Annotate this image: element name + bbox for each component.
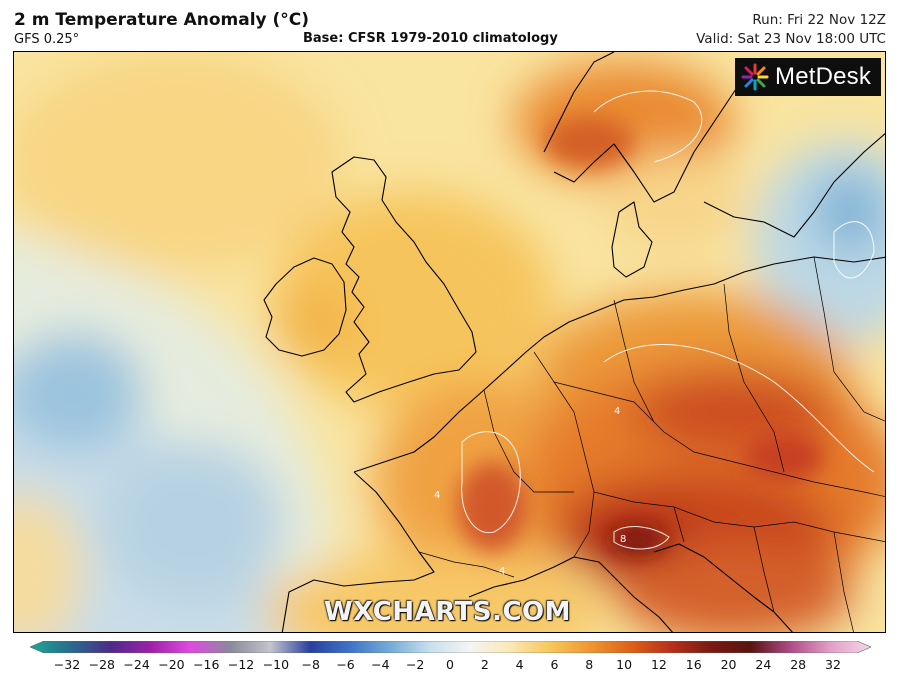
contour-lines: [461, 90, 875, 550]
colorbar-tick-label: −10: [262, 657, 290, 672]
climatology-base-label: Base: CFSR 1979-2010 climatology: [303, 31, 558, 46]
contour-label: 8: [620, 534, 626, 545]
colorbar-bar: [30, 641, 871, 653]
run-time-label: Run: Fri 22 Nov 12Z: [752, 12, 886, 28]
colorbar-tick-label: −28: [88, 657, 116, 672]
colorbar-tick-label: 24: [755, 657, 772, 672]
colorbar-tick-label: −6: [336, 657, 355, 672]
metdesk-starburst-icon: [741, 63, 769, 91]
colorbar-tick-label: −24: [123, 657, 150, 672]
colorbar-tick-label: 0: [446, 657, 454, 672]
colorbar-tick-labels: −32 −28 −24 −20 −16 −12 −10 −8 −6 −4 −2 0 2 4 6 8 10 12 16…: [0, 657, 900, 677]
colorbar-tick-label: −32: [53, 657, 81, 672]
colorbar-tick-label: −20: [158, 657, 185, 672]
contour-label: 4: [499, 566, 505, 577]
country-borders: [418, 256, 885, 632]
coastlines: [263, 52, 885, 632]
metdesk-logo-text: MetDesk: [775, 63, 872, 90]
colorbar: [30, 641, 871, 653]
colorbar-tick-label: 16: [685, 657, 702, 672]
map-canvas: 4 8 4 4: [14, 52, 885, 632]
contour-labels: 4 8 4 4: [434, 406, 626, 577]
colorbar-tick-label: 6: [550, 657, 559, 672]
wxcharts-watermark: WXCHARTS.COM: [324, 597, 572, 627]
colorbar-tick-label: 12: [650, 657, 667, 672]
colorbar-tick-label: −4: [371, 657, 390, 672]
colorbar-tick-label: 2: [480, 657, 489, 672]
anomaly-hotspots: [457, 117, 824, 554]
colorbar-tick-label: −12: [227, 657, 255, 672]
colorbar-tick-label: 4: [515, 657, 524, 672]
colorbar-tick-label: 8: [585, 657, 594, 672]
colorbar-tick-label: 32: [825, 657, 841, 672]
model-label: GFS 0.25°: [14, 32, 80, 47]
chart-title: 2 m Temperature Anomaly (°C): [14, 10, 310, 30]
contour-label: 4: [434, 490, 440, 501]
colorbar-tick-label: 10: [616, 657, 633, 672]
temperature-anomaly-map[interactable]: 4 8 4 4 MetDesk WXCHARTS.COM: [13, 51, 886, 633]
colorbar-tick-label: −16: [193, 657, 220, 672]
contour-label: 4: [614, 406, 620, 417]
colorbar-tick-label: −2: [405, 657, 425, 672]
anomaly-field: [14, 52, 885, 632]
valid-time-label: Valid: Sat 23 Nov 18:00 UTC: [696, 31, 886, 47]
colorbar-tick-label: −8: [301, 657, 320, 672]
metdesk-logo: MetDesk: [735, 58, 881, 96]
colorbar-tick-label: 20: [720, 657, 737, 672]
colorbar-tick-label: 28: [790, 657, 807, 672]
